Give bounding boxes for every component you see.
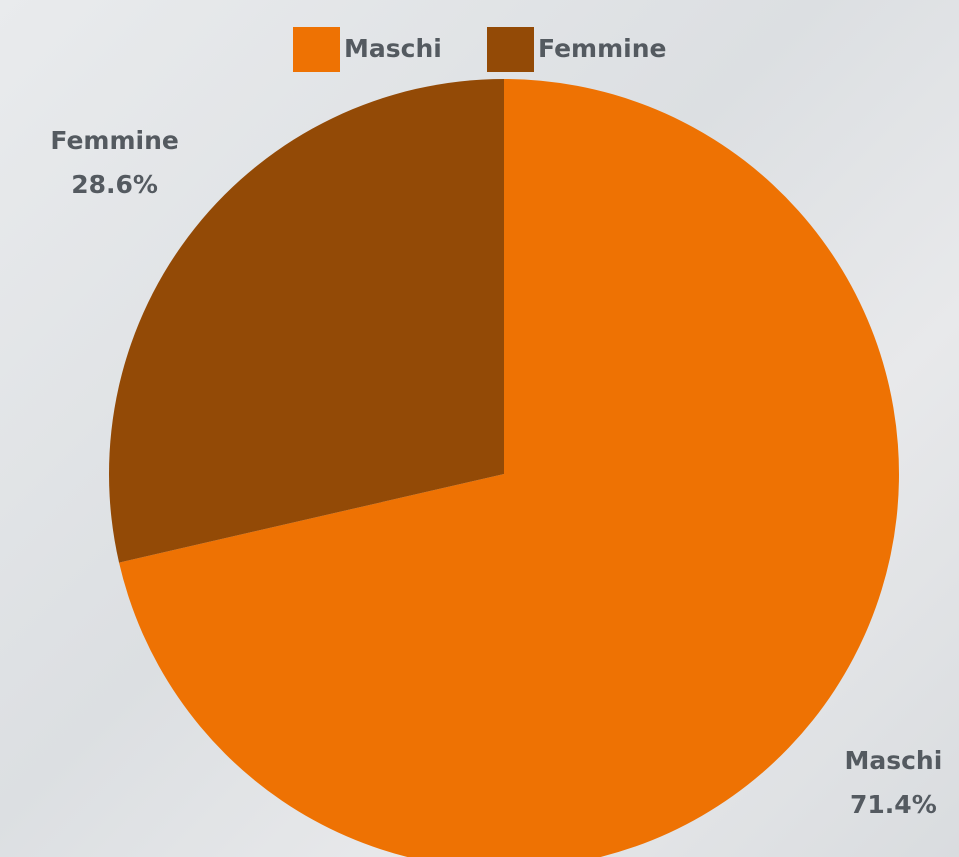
slice-label-value: 71.4%: [850, 790, 937, 819]
pie-slice: [119, 79, 899, 857]
slice-label-name: Maschi: [844, 746, 942, 775]
legend-label: Maschi: [344, 34, 442, 63]
legend-swatch: [293, 27, 340, 72]
legend-label: Femmine: [538, 34, 666, 63]
slice-label-value: 28.6%: [71, 170, 158, 199]
slice-label-name: Femmine: [50, 126, 178, 155]
pie-slice: [108, 79, 504, 563]
legend-swatch: [487, 27, 534, 72]
